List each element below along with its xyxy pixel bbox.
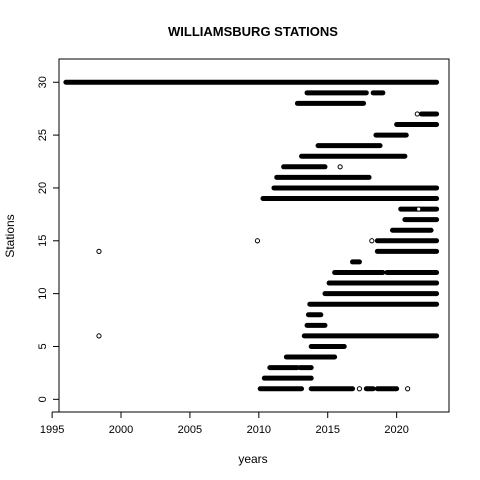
x-axis: 1995 2000 2005 2010 2015 2020 xyxy=(40,411,409,436)
y-axis: 0 5 10 15 20 25 30 xyxy=(37,76,60,402)
point-station-22 xyxy=(337,164,343,170)
data-marks xyxy=(63,79,440,392)
point-station-15 xyxy=(369,238,375,244)
point-station-27 xyxy=(414,111,420,117)
y-tick-label: 10 xyxy=(37,288,49,300)
x-tick-label: 2010 xyxy=(247,424,271,436)
x-tick-label: 2015 xyxy=(315,424,339,436)
point-station-18 xyxy=(416,206,422,212)
y-tick-label: 0 xyxy=(37,396,49,402)
point-station-15 xyxy=(254,238,261,244)
x-tick-label: 2020 xyxy=(384,424,408,436)
x-tick-label: 2000 xyxy=(109,424,133,436)
y-tick-label: 5 xyxy=(37,343,49,349)
chart-title: WILLIAMSBURG STATIONS xyxy=(168,24,338,39)
plot-frame xyxy=(58,58,450,413)
x-tick-label: 2005 xyxy=(178,424,202,436)
x-tick-label: 1995 xyxy=(40,424,64,436)
y-tick-label: 20 xyxy=(37,182,49,194)
point-station-14 xyxy=(96,248,102,254)
point-station-1 xyxy=(356,386,363,392)
point-station-1 xyxy=(405,386,411,392)
y-tick-label: 30 xyxy=(37,76,49,88)
point-station-6 xyxy=(96,333,102,339)
y-tick-label: 25 xyxy=(37,129,49,141)
x-axis-label: years xyxy=(238,452,267,466)
y-tick-label: 15 xyxy=(37,235,49,247)
y-axis-label: Stations xyxy=(3,214,17,257)
